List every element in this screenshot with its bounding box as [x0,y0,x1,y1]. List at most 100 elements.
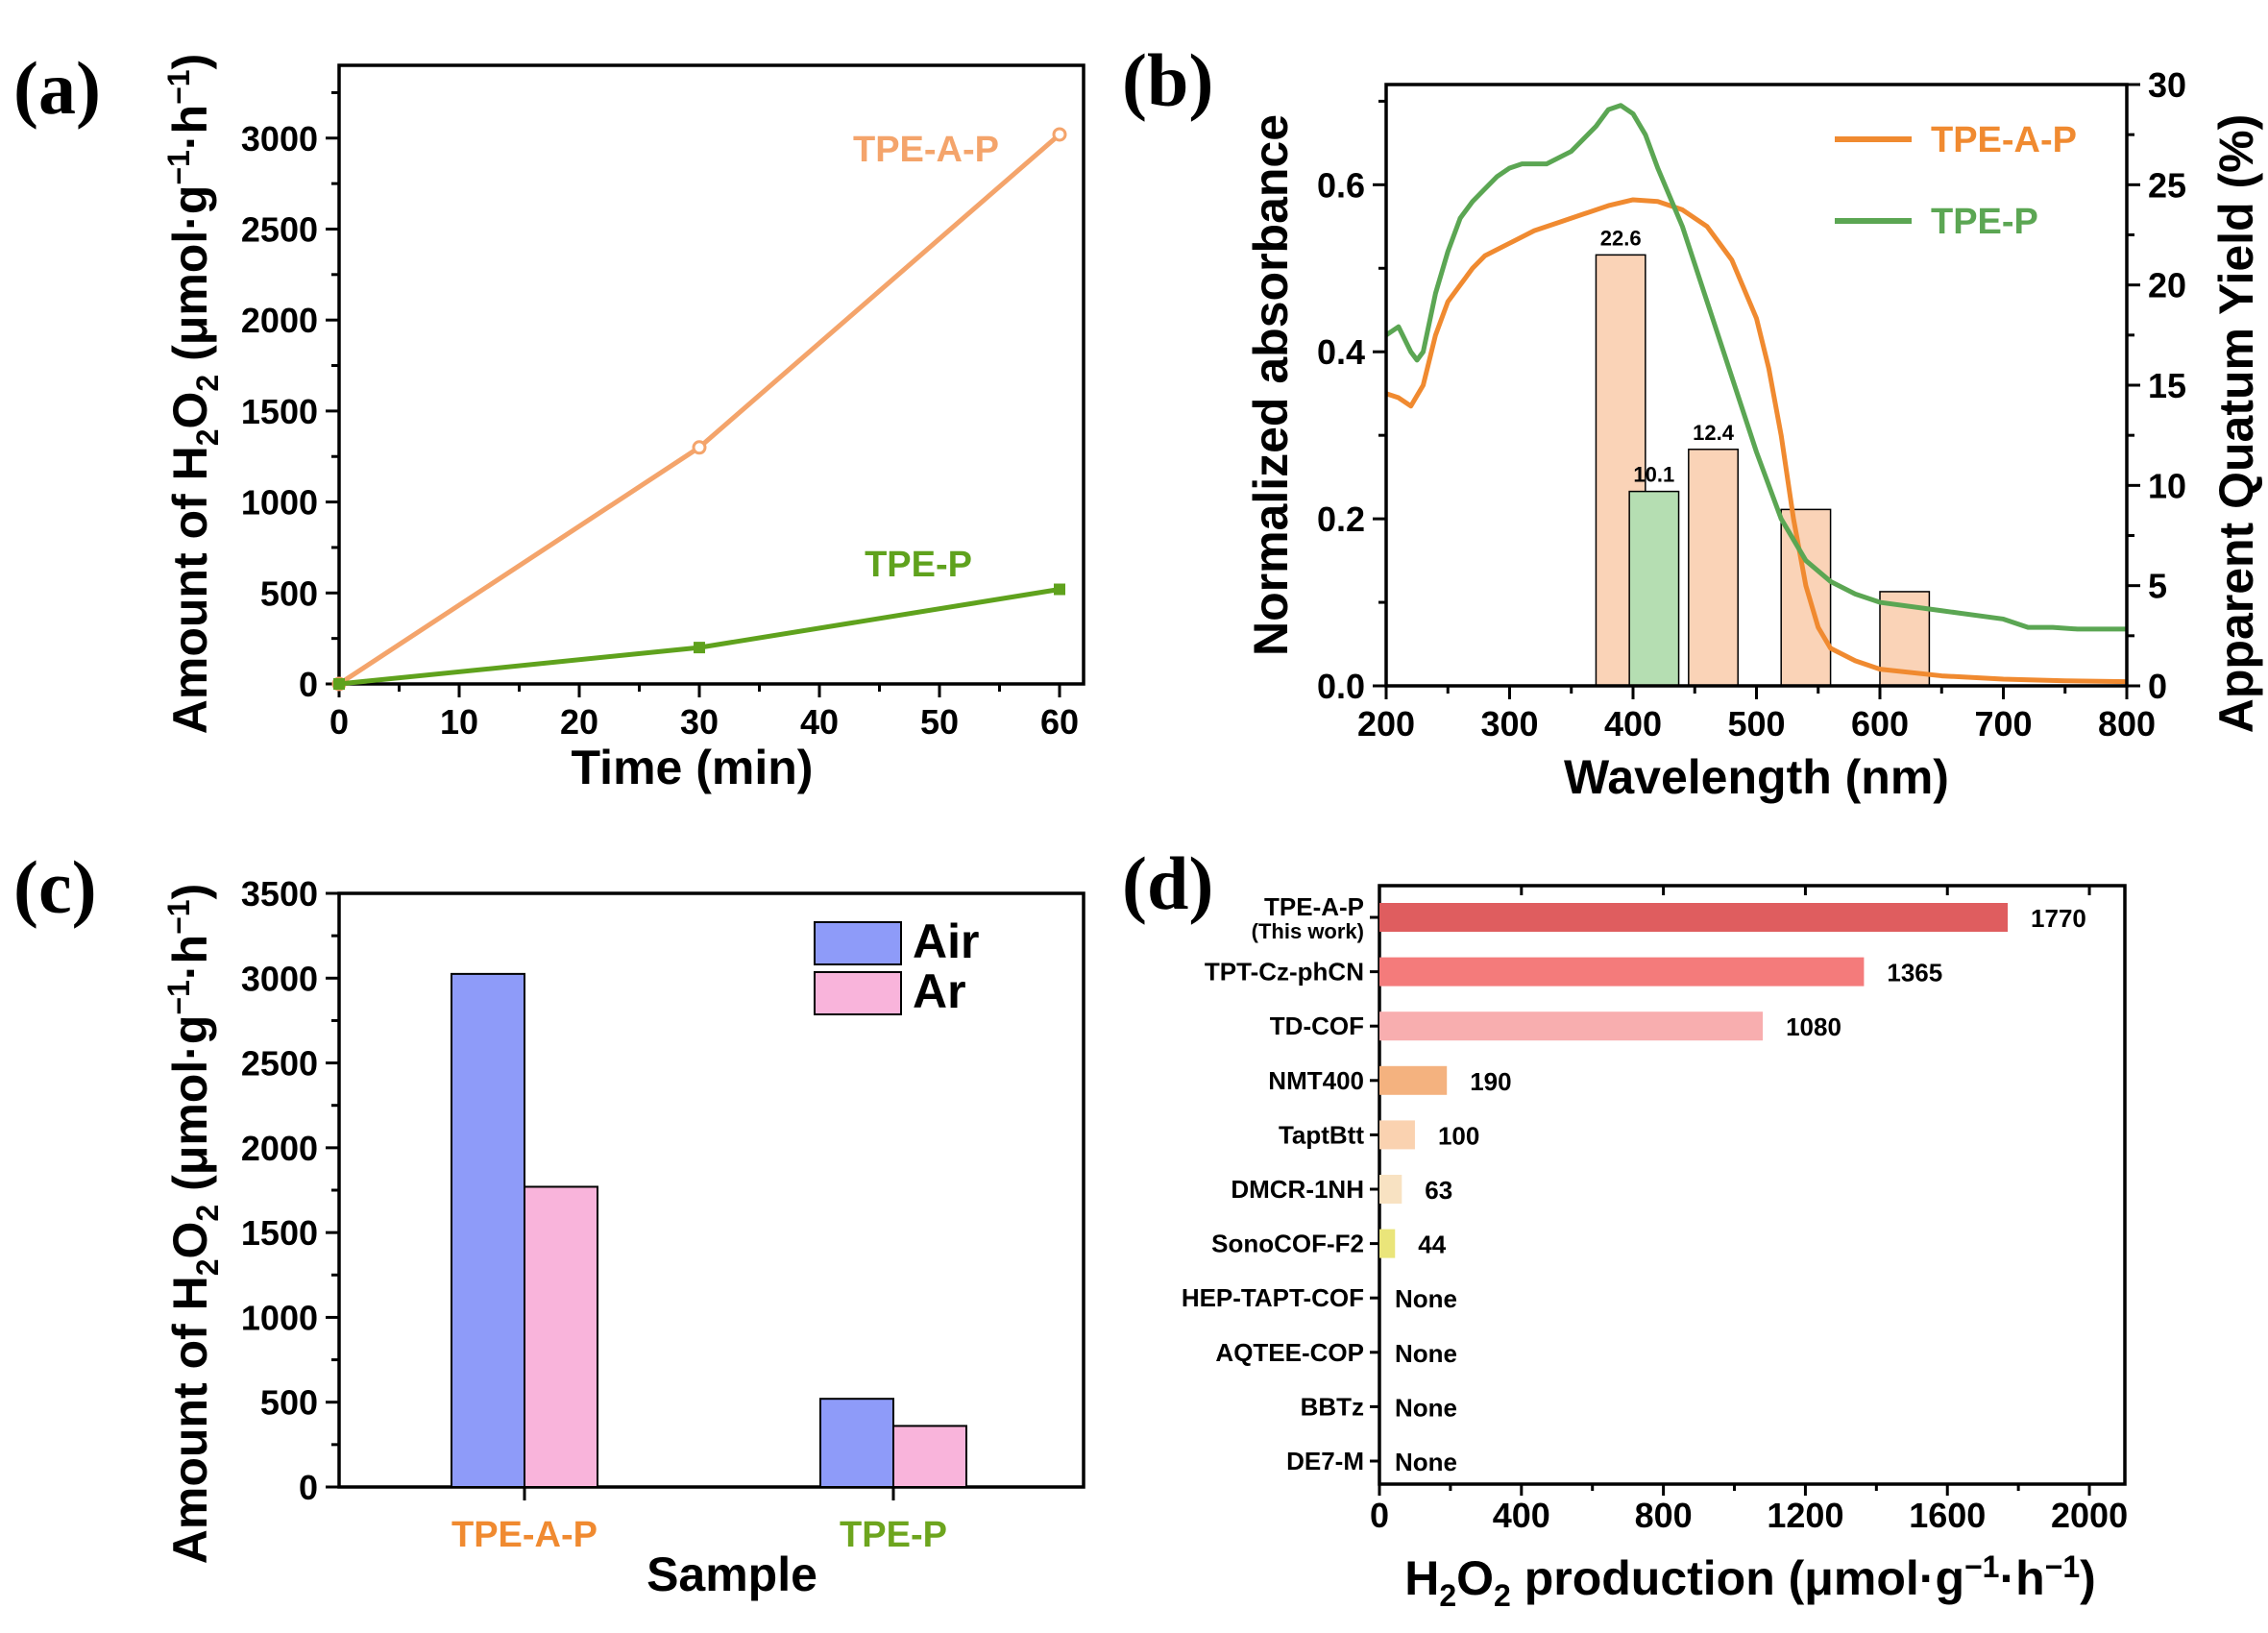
x-tick-label: 1600 [1909,1496,1986,1535]
panel-label-d: (d) [1122,841,1213,925]
x-category-label: TPE-A-P [451,1515,597,1555]
chart-a: 0 10 20 30 40 50 60 0 500 1000 1500 2000 2500 3000 Tim… [161,54,1085,794]
y-tick-label: 2000 [241,1129,318,1168]
y-tick-label: 500 [260,573,318,613]
x-tick-label: 800 [2098,704,2156,743]
series-label-TPE-P: TPE-P [865,545,972,585]
y2-tick-label: 20 [2148,266,2186,305]
legend-label-Ar: Ar [913,964,966,1018]
y2-tick-label: 15 [2148,366,2186,405]
y-tick-label: 2500 [241,209,318,249]
production-bar [1379,903,2009,932]
y2-tick-label: 10 [2148,466,2186,505]
x-tick-label: 400 [1493,1496,1550,1535]
panel-label-c: (c) [13,845,97,929]
bar-value-label: 1080 [1786,1012,1841,1041]
bar-Ar [524,1185,598,1489]
y-tick-label: 1000 [241,1298,318,1337]
bar-Air [451,972,525,1488]
legend-swatch-Air [814,921,902,965]
bar-value-label: 44 [1418,1231,1446,1259]
bar-value-label: 1770 [2031,904,2086,933]
data-point [692,440,707,455]
x-tick-label: 700 [1974,704,2032,743]
y-tick-label: 0.2 [1317,500,1365,539]
chart-d: TPE-A-P(This work) 1770 TPT-Cz-phCN 1365 TD-… [1182,884,2128,1613]
production-bar [1379,1011,1764,1041]
bar-value-label: None [1395,1339,1457,1368]
production-bar [1379,1065,1448,1095]
production-bar [1379,1175,1402,1204]
legend-label-Air: Air [913,914,979,968]
bar-value-label: 63 [1425,1176,1452,1205]
y-tick-label: 3500 [241,874,318,914]
y-tick-label: 0 [299,1468,318,1507]
aqy-bar-label: 12.4 [1693,421,1735,445]
x-tick-label: 40 [800,702,839,742]
x-axis-label: Wavelength (nm) [1564,750,1949,804]
y-category-label: AQTEE-COP [1215,1338,1364,1367]
y-axis-label: Amount of H2O2 (μmol·g−1·h−1) [161,884,225,1564]
data-point [694,642,705,654]
x-tick-label: 60 [1040,702,1079,742]
y2-tick-label: 0 [2148,667,2167,706]
bar-value-label: 100 [1438,1121,1479,1150]
y2-tick-label: 5 [2148,567,2167,606]
y-tick-label: 1500 [241,392,318,431]
spectrum-TPE-A-P [1385,197,2128,685]
data-point [333,678,345,690]
y-category-label: TPE-A-P [1264,892,1364,921]
x-category-label: TPE-P [840,1515,947,1555]
series-label-TPE-A-P: TPE-A-P [853,130,999,170]
series-line-TPE-P [338,587,1061,687]
plot-frame-a [337,63,1085,686]
y-tick-label: 1000 [241,483,318,523]
bar-value-label: None [1395,1284,1457,1313]
y-tick-label: 0.4 [1317,332,1365,372]
x-axis-label: H2O2 production (μmol·g−1·h−1) [1404,1549,2096,1613]
x-tick-label: 200 [1357,704,1415,743]
bar-value-label: None [1395,1448,1457,1476]
x-tick-label: 1200 [1767,1496,1843,1535]
spectrum-TPE-P [1384,103,2127,632]
legend-label-TPE-A-P: TPE-A-P [1931,120,2077,160]
y-category-label: TPT-Cz-phCN [1205,958,1364,987]
y-tick-label: 0.0 [1317,667,1365,706]
y-category-label: DE7-M [1286,1447,1364,1475]
legend-label-TPE-P: TPE-P [1931,202,2038,242]
y-category-label: SonoCOF-F2 [1211,1230,1364,1258]
y-category-label: TaptBtt [1279,1120,1364,1149]
y-tick-label: 1500 [241,1213,318,1253]
x-tick-label: 20 [560,702,598,742]
data-point [1052,127,1067,142]
y-category-sublabel: (This work) [1252,919,1364,943]
bar-value-label: 1365 [1887,959,1942,987]
production-bar [1379,1120,1415,1150]
x-tick-label: 0 [1370,1496,1389,1535]
aqy-bar-label: 22.6 [1600,226,1642,250]
bar-value-label: 190 [1470,1067,1511,1096]
data-point [1054,583,1065,596]
x-tick-label: 30 [680,702,719,742]
y-category-label: TD-COF [1270,1011,1364,1040]
y-category-label: DMCR-1NH [1231,1175,1364,1204]
y2-tick-label: 25 [2148,165,2186,205]
y-tick-label: 2000 [241,301,318,340]
aqy-bar [1628,490,1680,687]
x-tick-label: 600 [1851,704,1909,743]
y-category-label: NMT400 [1268,1066,1364,1095]
y-axis-label: Normalized absorbance [1244,114,1298,656]
panel-label-b: (b) [1122,38,1213,122]
x-tick-label: 0 [329,702,349,742]
production-bar [1379,957,1865,987]
aqy-bar [1595,254,1646,687]
bar-Air [819,1398,894,1489]
aqy-bar [1780,508,1832,687]
x-tick-label: 50 [920,702,959,742]
bar-value-label: None [1395,1393,1457,1422]
y-axis-label: Amount of H2O2 (μmol·g−1·h−1) [161,54,225,734]
y-tick-label: 0.6 [1317,165,1365,205]
y-tick-label: 0 [299,665,318,704]
